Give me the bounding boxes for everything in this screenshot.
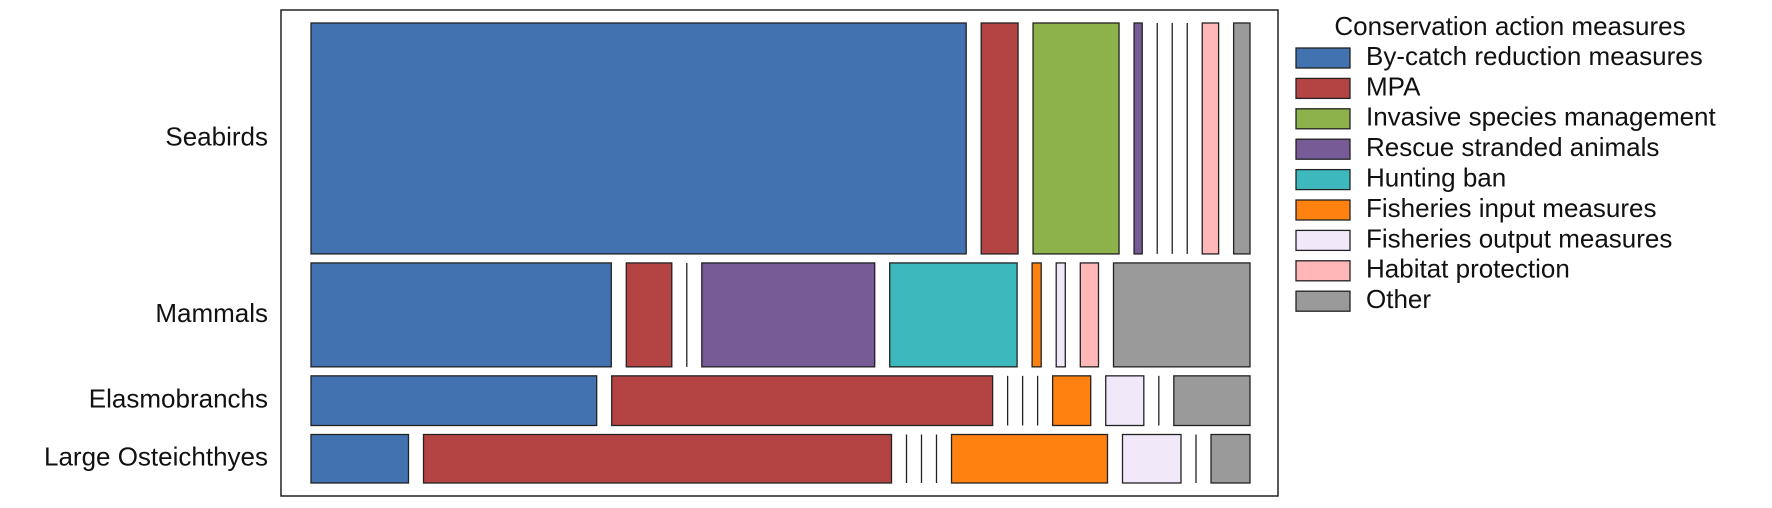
mosaic-tile (1032, 22, 1120, 255)
mosaic-tile (1112, 262, 1251, 368)
legend-label: Rescue stranded animals (1366, 132, 1659, 162)
legend-swatch (1295, 229, 1351, 252)
legend-title: Conservation action measures (1334, 11, 1685, 41)
mosaic-tile (310, 375, 598, 427)
row-label: Mammals (155, 298, 268, 328)
legend-label: Fisheries output measures (1366, 223, 1672, 253)
mosaic-tile (1232, 22, 1251, 255)
legend-swatch (1295, 199, 1351, 221)
legend-swatch (1295, 168, 1351, 191)
mosaic-tile (310, 22, 967, 255)
mosaic-tile (701, 262, 876, 368)
mosaic-tile (889, 262, 1018, 368)
mosaic-tile (422, 433, 893, 484)
mosaic-tile (1133, 22, 1143, 255)
legend-swatch (1295, 138, 1351, 160)
mosaic-tile (1121, 433, 1182, 484)
mosaic-tile (1201, 22, 1220, 255)
legend-label: Other (1366, 284, 1431, 314)
mosaic-tile (1031, 262, 1042, 368)
mosaic-tile (980, 22, 1019, 255)
legend-label: Hunting ban (1366, 162, 1506, 192)
mosaic-tile (1055, 262, 1066, 368)
mosaic-tile (1173, 375, 1251, 427)
legend-swatch (1295, 260, 1351, 282)
mosaic-tile (950, 433, 1109, 484)
row-label: Elasmobranchs (89, 384, 268, 414)
mosaic-tile (310, 262, 612, 368)
mosaic-tile (310, 433, 410, 484)
mosaic-tile (625, 262, 673, 368)
legend-label: Invasive species management (1366, 102, 1717, 132)
mosaic-tile (1210, 433, 1251, 484)
row-label: Large Osteichthyes (44, 442, 268, 472)
legend-swatch (1295, 47, 1351, 69)
mosaic-tile (1051, 375, 1092, 427)
legend-label: Fisheries input measures (1366, 193, 1656, 223)
legend-swatch (1295, 108, 1351, 130)
legend-label: MPA (1366, 71, 1421, 101)
row-label: Seabirds (165, 121, 268, 151)
legend-label: By-catch reduction measures (1366, 41, 1703, 71)
mosaic-tile (1079, 262, 1100, 368)
legend-label: Habitat protection (1366, 254, 1570, 284)
mosaic-tile (1105, 375, 1145, 427)
legend-swatch (1295, 77, 1351, 100)
legend-swatch (1295, 290, 1351, 312)
mosaic-tile (611, 375, 994, 427)
